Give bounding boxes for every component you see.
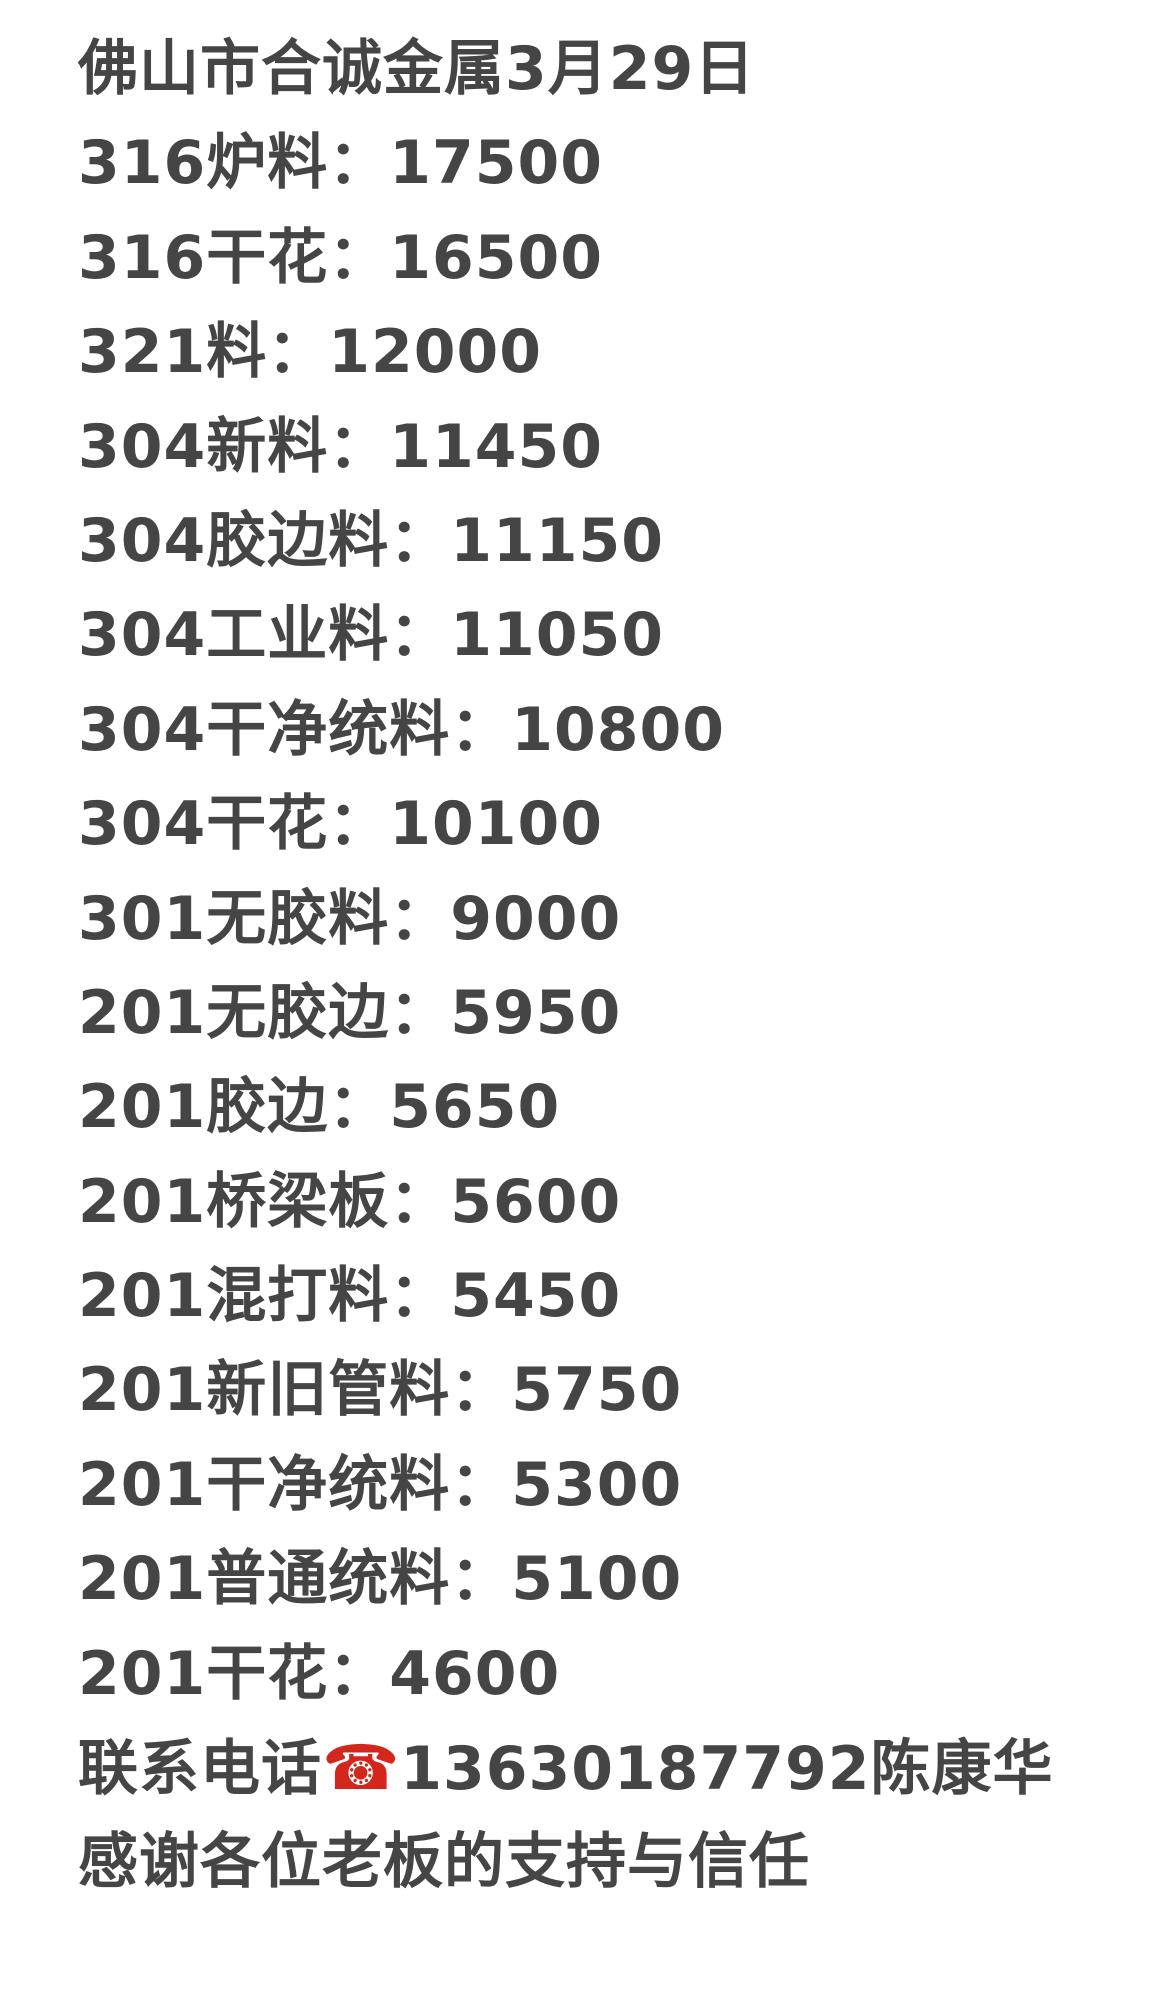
price-item-name: 201干净统料	[78, 1449, 451, 1520]
price-row: 321料：12000	[78, 305, 1053, 399]
price-row: 301无胶料：9000	[78, 872, 1053, 966]
price-item-name: 321料	[78, 317, 268, 388]
price-item-name: 304工业料	[78, 600, 390, 671]
price-item-name: 304新料	[78, 411, 329, 482]
price-item-name: 201无胶边	[78, 977, 390, 1048]
price-value: 5100	[511, 1544, 683, 1615]
price-separator: ：	[328, 1072, 390, 1143]
price-value: 9000	[450, 883, 622, 954]
price-item-name: 304干净统料	[78, 694, 451, 765]
price-row: 304新料：11450	[78, 400, 1053, 494]
price-row: 316干花：16500	[78, 211, 1053, 305]
price-value: 5600	[450, 1166, 622, 1237]
price-separator: ：	[328, 1638, 390, 1709]
price-list: 316炉料：17500 316干花：16500 321料：12000 304新料：11…	[78, 116, 1053, 1721]
price-row: 201干净统料：5300	[78, 1438, 1053, 1532]
price-value: 4600	[389, 1638, 561, 1709]
price-row: 201混打料：5450	[78, 1249, 1053, 1343]
price-row: 304干花：10100	[78, 777, 1053, 871]
price-item-name: 316炉料	[78, 128, 329, 199]
price-row: 201普通统料：5100	[78, 1532, 1053, 1626]
price-separator: ：	[389, 600, 451, 671]
price-separator: ：	[328, 411, 390, 482]
price-separator: ：	[328, 128, 390, 199]
price-value: 11450	[389, 411, 603, 482]
price-value: 5750	[511, 1355, 683, 1426]
price-separator: ：	[450, 1544, 512, 1615]
thanks-line: 感谢各位老板的支持与信任	[78, 1827, 810, 1898]
price-item-name: 201干花	[78, 1638, 329, 1709]
price-separator: ：	[389, 505, 451, 576]
price-item-name: 201胶边	[78, 1072, 329, 1143]
price-value: 5950	[450, 977, 622, 1048]
price-value: 10100	[389, 789, 603, 860]
contact-name: 陈康华	[870, 1734, 1054, 1805]
price-item-name: 304胶边料	[78, 505, 390, 576]
price-value: 10800	[511, 694, 725, 765]
contact-label: 联系电话	[78, 1734, 322, 1805]
price-item-name: 304干花	[78, 789, 329, 860]
price-row: 304干净统料：10800	[78, 683, 1053, 777]
price-row: 201无胶边：5950	[78, 966, 1053, 1060]
price-row: 201干花：4600	[78, 1627, 1053, 1721]
price-separator: ：	[389, 1166, 451, 1237]
price-row: 316炉料：17500	[78, 116, 1053, 210]
document-title: 佛山市合诚金属3月29日	[78, 34, 756, 104]
price-value: 11050	[450, 600, 664, 671]
price-item-name: 201混打料	[78, 1261, 390, 1332]
price-item-name: 301无胶料	[78, 883, 390, 954]
price-value: 11150	[450, 505, 664, 576]
price-value: 5300	[511, 1449, 683, 1520]
price-row: 201胶边：5650	[78, 1060, 1053, 1154]
price-list-document: 佛山市合诚金属3月29日 316炉料：17500 316干花：16500 321料：…	[78, 22, 1053, 1910]
price-value: 17500	[389, 128, 603, 199]
price-separator: ：	[267, 317, 329, 388]
price-row: 304胶边料：11150	[78, 494, 1053, 588]
price-separator: ：	[328, 789, 390, 860]
price-separator: ：	[328, 222, 390, 293]
price-value: 5450	[450, 1261, 622, 1332]
price-item-name: 201新旧管料	[78, 1355, 451, 1426]
contact-phone[interactable]: 13630187792	[400, 1734, 871, 1805]
contact-line: 联系电话☎13630187792陈康华	[78, 1721, 1053, 1815]
price-separator: ：	[389, 1261, 451, 1332]
price-item-name: 201桥梁板	[78, 1166, 390, 1237]
price-value: 12000	[328, 317, 542, 388]
price-separator: ：	[450, 1355, 512, 1426]
price-item-name: 316干花	[78, 222, 329, 293]
price-row: 304工业料：11050	[78, 588, 1053, 682]
price-row: 201新旧管料：5750	[78, 1343, 1053, 1437]
price-row: 201桥梁板：5600	[78, 1155, 1053, 1249]
price-value: 16500	[389, 222, 603, 293]
price-item-name: 201普通统料	[78, 1544, 451, 1615]
price-value: 5650	[389, 1072, 561, 1143]
price-separator: ：	[450, 694, 512, 765]
price-separator: ：	[389, 883, 451, 954]
telephone-icon: ☎	[322, 1731, 401, 1805]
price-separator: ：	[450, 1449, 512, 1520]
price-separator: ：	[389, 977, 451, 1048]
